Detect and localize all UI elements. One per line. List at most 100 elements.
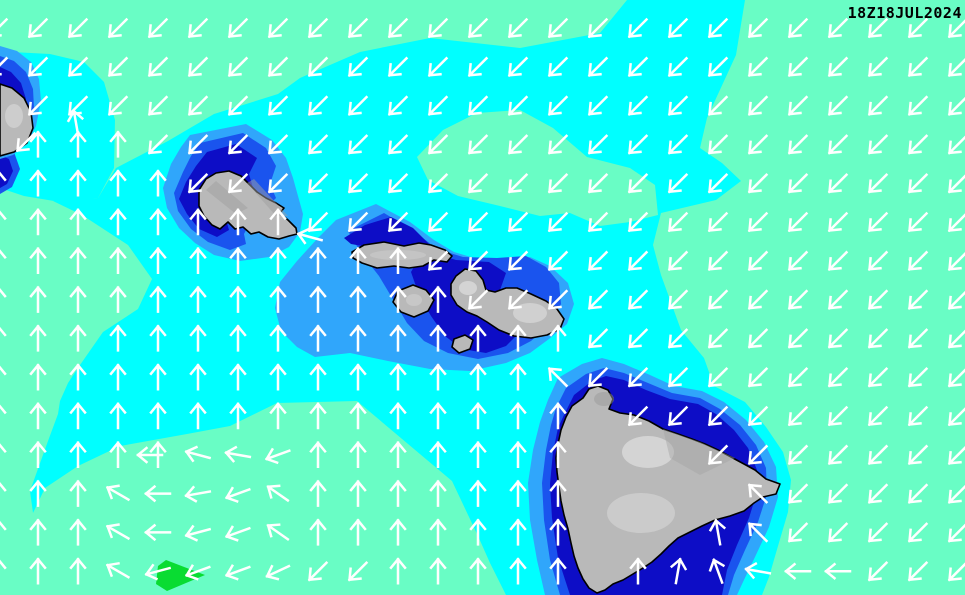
swell-arrow [429, 440, 447, 469]
swell-arrow [387, 56, 409, 78]
swell-arrow [707, 56, 729, 78]
swell-arrow [0, 559, 7, 570]
swell-arrow [867, 522, 889, 543]
swell-arrow [907, 289, 929, 310]
swell-arrow [29, 402, 47, 430]
swell-arrow [229, 363, 247, 391]
swell-arrow [947, 366, 965, 388]
swell-arrow [69, 324, 87, 352]
swell-arrow [867, 172, 889, 194]
swell-arrow [109, 363, 127, 391]
swell-arrow [224, 486, 251, 503]
swell-arrow [947, 56, 965, 78]
swell-arrow [947, 483, 965, 504]
swell-arrow [667, 56, 689, 78]
swell-arrow [507, 211, 529, 233]
swell-arrow [347, 56, 369, 78]
swell-arrow [787, 405, 809, 427]
swell-arrow [387, 172, 409, 194]
swell-arrow [309, 324, 327, 352]
swell-arrow [867, 134, 889, 155]
swell-arrow [587, 134, 609, 155]
swell-arrow [507, 17, 529, 39]
swell-arrow [907, 134, 929, 155]
swell-arrow [147, 17, 169, 39]
swell-arrow [0, 520, 7, 531]
swell-arrow [189, 208, 207, 236]
swell-arrow [107, 95, 129, 116]
swell-arrow [627, 405, 649, 427]
swell-arrow [467, 134, 489, 155]
swell-arrow [787, 95, 809, 116]
swell-arrow [947, 172, 965, 194]
swell-arrow [827, 17, 849, 39]
swell-arrow [867, 289, 889, 310]
swell-arrow [667, 172, 689, 194]
swell-arrow [389, 402, 407, 430]
swell-arrow [587, 328, 609, 349]
swell-arrow [149, 363, 167, 391]
swell-arrow [587, 289, 609, 310]
swell-arrow [707, 134, 729, 155]
swell-arrow [509, 363, 527, 391]
swell-arrow [269, 246, 287, 275]
swell-arrow [187, 56, 209, 78]
swell-arrow [224, 445, 252, 463]
swell-arrow [387, 211, 409, 233]
swell-arrow [389, 285, 407, 313]
swell-arrow [549, 479, 567, 507]
swell-arrow [947, 289, 965, 310]
swell-arrow [27, 56, 49, 78]
swell-arrow [827, 56, 849, 78]
swell-arrow [267, 134, 289, 155]
swell-arrow [947, 560, 965, 582]
swell-arrow [627, 289, 649, 310]
swell-arrow [144, 484, 172, 503]
swell-arrow [549, 518, 567, 546]
swell-arrow [787, 134, 809, 155]
swell-arrow [627, 134, 649, 155]
swell-arrow [147, 134, 169, 155]
swell-arrow [509, 479, 527, 507]
swell-arrow [136, 446, 164, 464]
swell-arrow [587, 250, 609, 272]
swell-arrow [587, 172, 609, 194]
swell-arrow [429, 518, 447, 546]
swell-arrow [827, 172, 849, 194]
swell-arrow [347, 211, 369, 233]
swell-arrow [187, 172, 209, 194]
swell-arrow [547, 250, 569, 272]
swell-arrow [947, 522, 965, 543]
swell-arrow [109, 169, 127, 197]
swell-arrow [184, 445, 212, 463]
swell-arrow [667, 250, 689, 272]
swell-arrow [549, 557, 567, 585]
swell-arrow [427, 211, 449, 233]
swell-arrow [0, 404, 7, 415]
swell-arrow [0, 249, 7, 260]
swell-arrow [469, 518, 487, 546]
swell-arrow [707, 444, 729, 466]
terrain-shading [594, 392, 614, 406]
swell-arrow [264, 447, 291, 465]
swell-arrow [69, 246, 87, 275]
swell-arrow [69, 518, 87, 546]
swell-arrow [867, 250, 889, 272]
swell-arrow [349, 440, 367, 469]
swell-arrow [67, 17, 89, 39]
swell-arrow [29, 557, 47, 585]
swell-arrow [147, 95, 169, 116]
swell-arrow [149, 402, 167, 430]
swell-arrow [707, 405, 729, 427]
swell-arrow [627, 56, 649, 78]
swell-arrow [307, 56, 329, 78]
swell-arrow [307, 560, 329, 582]
swell-arrow [429, 479, 447, 507]
swell-arrow [507, 289, 529, 310]
terrain-shading [607, 493, 675, 533]
contour-niihau-dark [0, 155, 13, 188]
swell-arrow [827, 211, 849, 233]
swell-arrow [907, 172, 929, 194]
swell-arrow [69, 363, 87, 391]
